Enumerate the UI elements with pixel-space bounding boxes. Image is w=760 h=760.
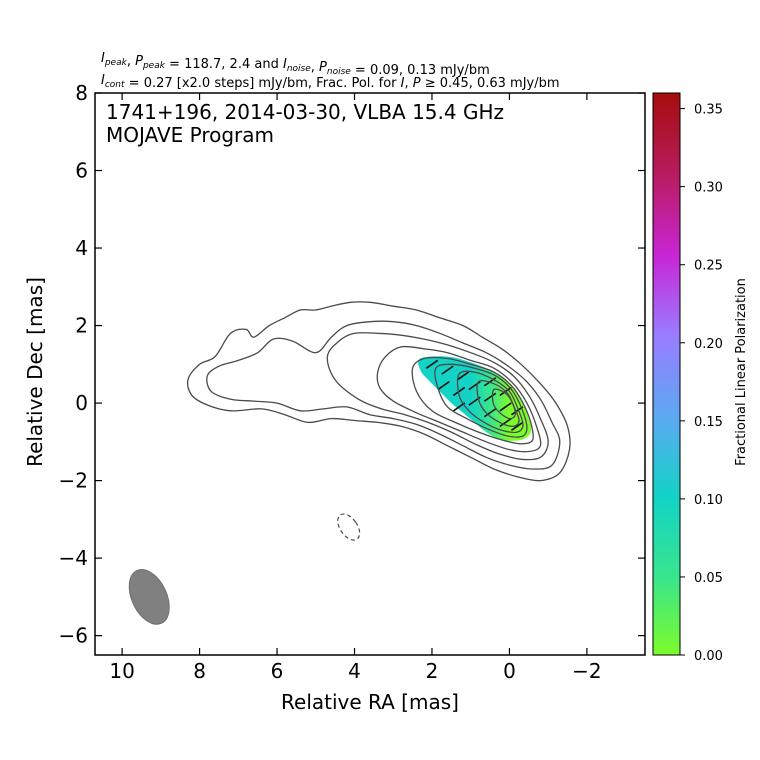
x-tick-label: 6 [271, 659, 284, 683]
header-segment: P [135, 54, 143, 69]
colorbar-tick-label: 0.20 [694, 337, 723, 352]
contour-line [491, 388, 516, 420]
header-segment: I [283, 57, 287, 72]
header-segment: = 0.09, 0.13 mJy/bm [351, 63, 490, 78]
y-tick-label: −4 [59, 546, 88, 570]
evpa-tick [483, 408, 497, 418]
evpa-tick [452, 386, 466, 397]
y-tick-label: −2 [59, 469, 88, 493]
header-segment: noise [327, 67, 351, 77]
colorbar [652, 92, 681, 656]
header-segment: peak [104, 58, 128, 68]
beam-ellipse [128, 569, 170, 625]
contour-line [206, 320, 561, 470]
header-segment: I [101, 73, 105, 88]
colorbar-tick-label: 0.00 [694, 649, 723, 664]
x-tick-label: 8 [193, 659, 206, 683]
header-segment: I [101, 51, 105, 66]
header-line-2: Icont = 0.27 [x2.0 steps] mJy/bm, Frac. … [101, 73, 560, 91]
evpa-tick [425, 359, 439, 369]
colorbar-ticks: 0.00 0.05 0.10 0.15 0.20 0.25 0.30 0.35 [680, 103, 723, 664]
annotation-line-2: MOJAVE Program [106, 123, 274, 147]
colorbar-tick-label: 0.30 [694, 181, 723, 196]
header-segment: I [401, 76, 405, 91]
header-segment: P [413, 76, 421, 91]
header-segment: cont [105, 80, 125, 90]
header-segment: P [319, 60, 327, 75]
y-tick-label: 8 [75, 81, 88, 105]
contour-line [456, 370, 524, 434]
y-tick-label: −6 [59, 624, 88, 648]
x-axis-label: Relative RA [mas] [281, 690, 459, 714]
evpa-tick [510, 421, 524, 431]
colorbar-tick-label: 0.10 [694, 493, 723, 508]
contour-line [326, 331, 549, 461]
annotation-line-1: 1741+196, 2014-03-30, VLBA 15.4 GHz [106, 100, 504, 124]
colorbar-tick-label: 0.35 [694, 103, 723, 118]
axis-ticks: 10 8 6 4 2 0 −2 8 6 4 2 0 −2 −4 −6 [59, 81, 645, 683]
x-tick-label: 2 [426, 659, 439, 683]
y-tick-label: 6 [75, 159, 88, 183]
y-axis-label: Relative Dec [mas] [23, 277, 47, 467]
header-segment: peak [142, 61, 166, 71]
header-segment: , [405, 76, 413, 91]
colorbar-tick-label: 0.05 [694, 571, 723, 586]
colorbar-tick-label: 0.15 [694, 415, 723, 430]
evpa-tick [483, 392, 497, 402]
header-segment: noise [287, 64, 311, 74]
x-tick-label: −2 [572, 659, 601, 683]
y-tick-label: 2 [75, 314, 88, 338]
header-segment: = 118.7, 2.4 and [165, 57, 283, 72]
colorbar-tick-label: 0.25 [694, 259, 723, 274]
x-tick-label: 4 [348, 659, 361, 683]
contour-line [434, 363, 528, 438]
contour-line [411, 356, 534, 445]
header-segment: ≥ 0.45, 0.63 mJy/bm [421, 76, 560, 91]
plot-frame [94, 92, 646, 656]
y-tick-label: 4 [75, 236, 88, 260]
plot-area [128, 301, 571, 625]
header-line-1: Ipeak, Ppeak = 118.7, 2.4 and Inoise, Pn… [101, 51, 490, 78]
contour-line [376, 345, 542, 453]
evpa-tick [456, 371, 470, 381]
x-tick-label: 10 [109, 659, 134, 683]
x-tick-label: 0 [503, 659, 516, 683]
y-tick-label: 0 [75, 391, 88, 415]
evpa-tick [437, 380, 450, 391]
polarization-region [418, 356, 532, 441]
contour-line [186, 301, 571, 482]
header-segment: , [127, 54, 135, 69]
negative-contour [337, 513, 361, 541]
evpa-tick [441, 365, 454, 375]
evpa-tick [499, 417, 512, 428]
header-segment: = 0.27 [x2.0 steps] mJy/bm, Frac. Pol. f… [125, 76, 401, 91]
contour-line [476, 380, 520, 427]
colorbar-label: Fractional Linear Polarization [734, 278, 749, 466]
evpa-tick [499, 402, 512, 412]
header-segment: , [311, 60, 319, 75]
